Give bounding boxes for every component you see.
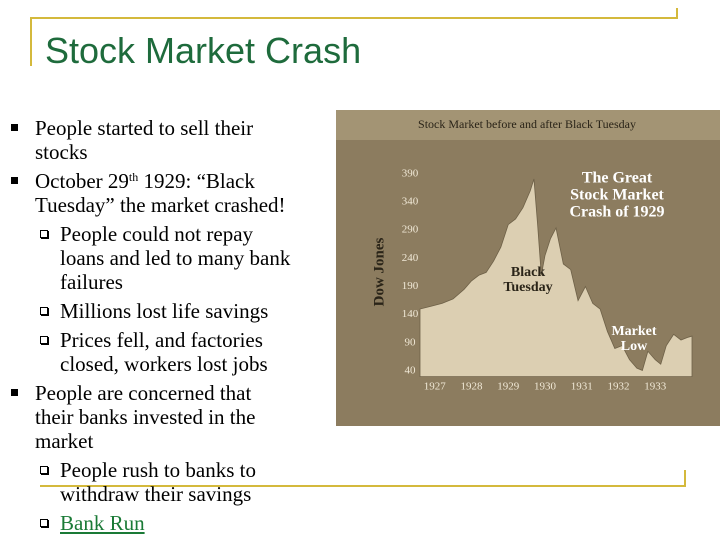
bullet-line: market — [35, 429, 335, 453]
y-tick-label: 90 — [405, 336, 417, 348]
figure-title: Stock Market before and after Black Tues… — [418, 117, 636, 131]
annotation: Low — [621, 339, 648, 354]
bullet-line: loans and led to many bank — [60, 246, 335, 270]
bullet-marker — [40, 336, 48, 344]
x-tick-label: 1929 — [497, 381, 520, 393]
bullet-line: People started to sell their — [35, 116, 335, 140]
figure: Stock Market before and after Black Tues… — [336, 110, 720, 426]
text-run: 1929: “Black — [138, 169, 255, 193]
annotation: Stock Market — [570, 187, 664, 204]
bullet-marker — [40, 519, 48, 527]
bullet-item: People rush to banks to withdraw their sa… — [0, 458, 335, 506]
annotation: Market — [611, 324, 656, 339]
y-tick-label: 40 — [405, 365, 417, 377]
bullet-line: People rush to banks to — [60, 458, 335, 482]
annotation: Black — [511, 265, 545, 280]
text-run: closed, workers lost jobs — [60, 352, 268, 376]
x-tick-label: 1931 — [571, 381, 593, 393]
bullet-marker — [40, 230, 48, 238]
figure-title-bar — [336, 110, 720, 140]
y-tick-label: 240 — [402, 252, 419, 264]
text-run: People could not repay — [60, 222, 254, 246]
link[interactable]: Bank Run — [60, 511, 145, 535]
y-tick-label: 140 — [402, 308, 419, 320]
text-run: withdraw their savings — [60, 482, 252, 506]
y-tick-label: 190 — [402, 280, 419, 292]
bullet-item: Bank Run — [0, 511, 335, 535]
text-run: market — [35, 429, 94, 453]
bullet-line: their banks invested in the — [35, 405, 335, 429]
bullet-item: People are concerned that their banks inv… — [0, 381, 335, 453]
bullet-marker — [11, 124, 18, 131]
text-run: their banks invested in the — [35, 405, 256, 429]
bullet-line: Millions lost life savings — [60, 299, 335, 323]
bullet-line: stocks — [35, 140, 335, 164]
bullet-line: Tuesday” the market crashed! — [35, 193, 335, 217]
bullet-line: closed, workers lost jobs — [60, 352, 335, 376]
bullet-line: Prices fell, and factories — [60, 328, 335, 352]
slide-title: Stock Market Crash — [45, 30, 362, 71]
text-run: Millions lost life savings — [60, 299, 269, 323]
dow-area — [419, 178, 693, 377]
bullet-line: October 29th 1929: “Black — [35, 169, 335, 193]
bullet-line: failures — [60, 270, 335, 294]
bullet-item: People started to sell their stocks — [0, 116, 335, 164]
text-run: People started to sell their — [35, 116, 254, 140]
y-axis-label: Dow Jones — [371, 237, 387, 306]
x-tick-label: 1928 — [460, 381, 483, 393]
x-tick-label: 1933 — [644, 381, 667, 393]
bullet-line: withdraw their savings — [60, 482, 335, 506]
bullet-marker — [11, 177, 18, 184]
slide-body: People started to sell their stocks Octobe… — [0, 111, 335, 535]
annotation: Crash of 1929 — [569, 204, 664, 221]
bullet-marker — [40, 466, 48, 474]
bullet-line: People could not repay — [60, 222, 335, 246]
bullet-item: People could not repay loans and led to m… — [0, 222, 335, 294]
annotation: The Great — [582, 170, 653, 187]
bullet-item: Millions lost life savings — [0, 299, 335, 323]
bullet-marker — [40, 307, 48, 315]
bullet-line: People are concerned that — [35, 381, 335, 405]
annotation: Tuesday — [503, 280, 552, 295]
bullet-marker — [11, 389, 18, 396]
y-tick-label: 290 — [402, 224, 419, 236]
text-run: Tuesday” the market crashed! — [35, 193, 286, 217]
bullet-line: Bank Run — [60, 511, 335, 535]
text-run: People rush to banks to — [60, 458, 256, 482]
text-run: October 29 — [35, 169, 129, 193]
x-tick-label: 1927 — [424, 381, 447, 393]
x-tick-label: 1932 — [607, 381, 629, 393]
y-tick-label: 340 — [402, 196, 419, 208]
text-run: stocks — [35, 140, 88, 164]
text-run: loans and led to many bank — [60, 246, 291, 270]
text-run: th — [128, 170, 139, 184]
y-tick-label: 390 — [402, 167, 419, 179]
text-run: People are concerned that — [35, 381, 252, 405]
text-run: Prices fell, and factories — [60, 328, 263, 352]
bullet-item: October 29th 1929: “Black Tuesday” the ma… — [0, 169, 335, 217]
x-tick-label: 1930 — [534, 381, 557, 393]
bullet-item: Prices fell, and factories closed, worker… — [0, 328, 335, 376]
text-run: failures — [60, 270, 123, 294]
